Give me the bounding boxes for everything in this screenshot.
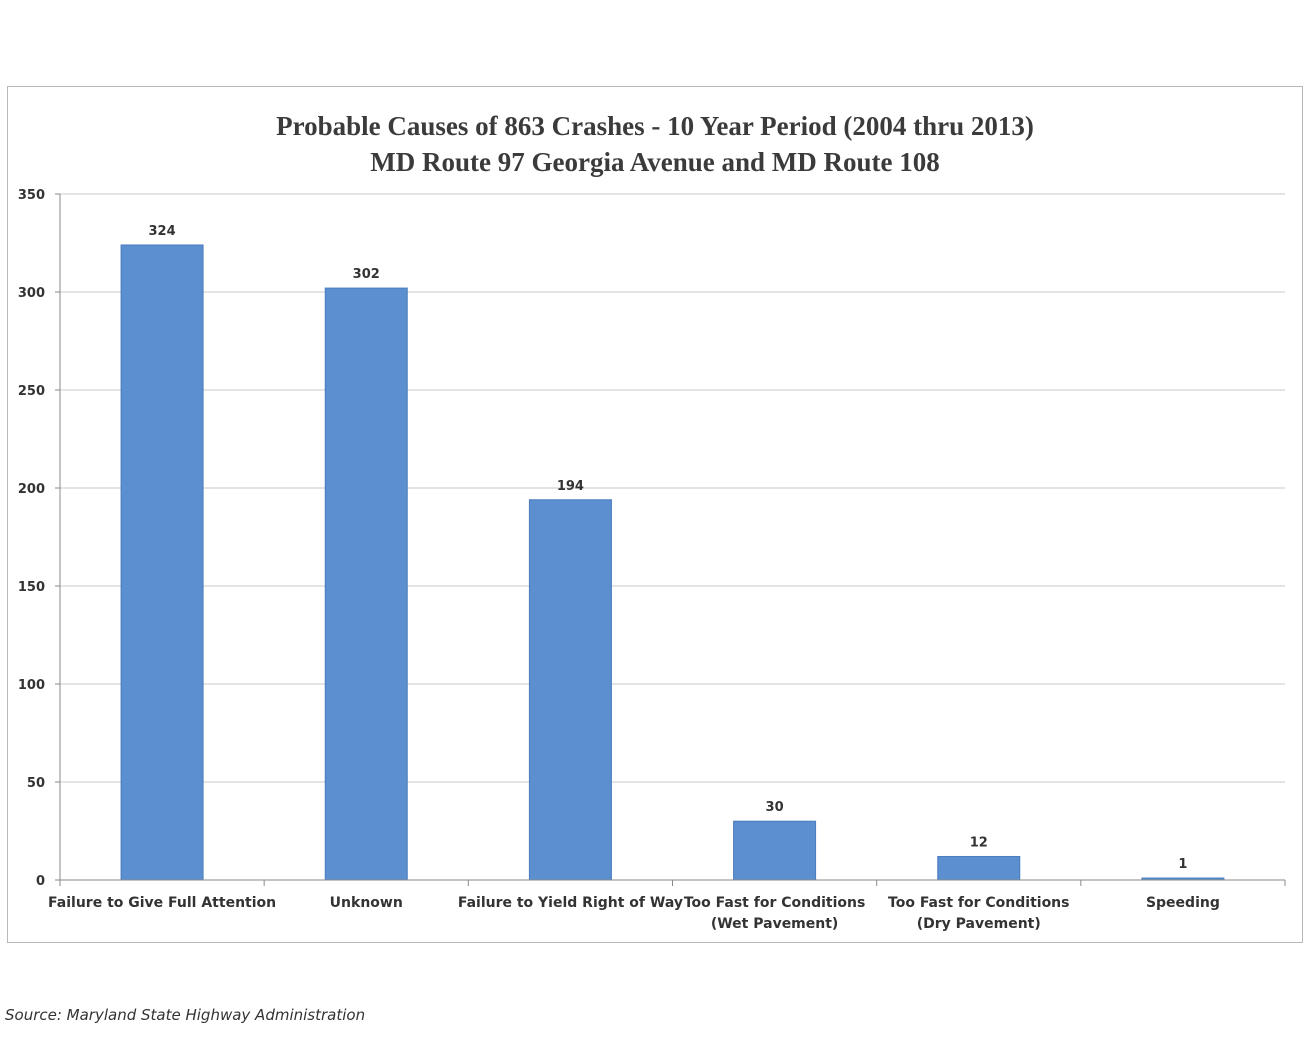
bar — [937, 855, 1021, 881]
category-label: Speeding — [1146, 895, 1220, 911]
data-label: 324 — [149, 224, 176, 239]
category-label: Too Fast for Conditions — [684, 895, 865, 911]
data-label: 194 — [557, 479, 584, 494]
y-tick-label: 100 — [18, 678, 45, 693]
y-tick-label: 250 — [18, 384, 45, 399]
chart-frame: Probable Causes of 863 Crashes - 10 Year… — [7, 86, 1303, 943]
y-tick-label: 0 — [36, 874, 45, 889]
data-label: 302 — [353, 267, 380, 282]
y-tick-label: 350 — [18, 188, 45, 203]
bar — [733, 820, 817, 881]
bar — [324, 287, 408, 881]
bars — [120, 244, 1225, 881]
category-label: Failure to Yield Right of Way — [458, 895, 683, 911]
bar — [120, 244, 204, 881]
bar-chart: Probable Causes of 863 Crashes - 10 Year… — [18, 111, 1286, 932]
y-tick-label: 200 — [18, 482, 45, 497]
bar — [528, 499, 612, 881]
axes — [59, 194, 1286, 886]
chart-title-line: MD Route 97 Georgia Avenue and MD Route … — [370, 147, 939, 177]
category-label: Failure to Give Full Attention — [48, 895, 276, 911]
category-label: (Dry Pavement) — [917, 916, 1041, 932]
y-tick-label: 50 — [27, 776, 45, 791]
data-label: 1 — [1178, 857, 1187, 872]
y-tick-label: 150 — [18, 580, 45, 595]
category-label: Unknown — [330, 895, 403, 911]
chart-title-line: Probable Causes of 863 Crashes - 10 Year… — [276, 111, 1034, 141]
category-label: (Wet Pavement) — [711, 916, 839, 932]
gridlines — [60, 193, 1285, 783]
source-note: Source: Maryland State Highway Administr… — [5, 1006, 366, 1024]
y-axis-ticks: 0 50 100 150 200 250 300 350 — [18, 188, 60, 889]
data-label: 12 — [970, 835, 988, 850]
data-labels: 324 302 194 30 12 1 — [149, 224, 1188, 872]
chart-title: Probable Causes of 863 Crashes - 10 Year… — [276, 111, 1034, 177]
x-axis-categories: Failure to Give Full Attention Unknown Fai… — [48, 895, 1220, 932]
y-tick-label: 300 — [18, 286, 45, 301]
category-label: Too Fast for Conditions — [888, 895, 1069, 911]
data-label: 30 — [766, 800, 784, 815]
